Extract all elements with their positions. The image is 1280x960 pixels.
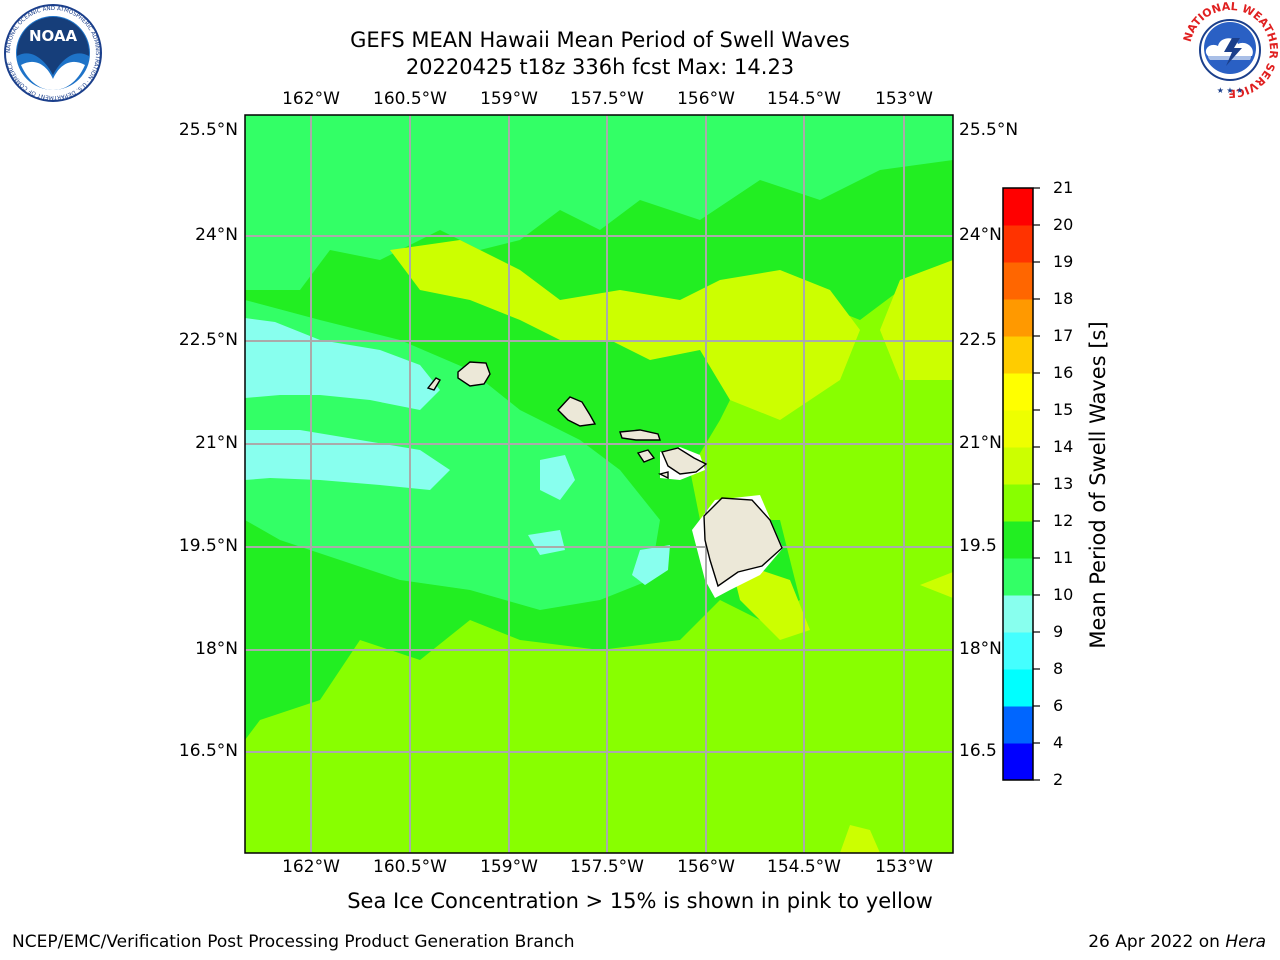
- map-subtitle: 20220425 t18z 336h fcst Max: 14.23: [405, 55, 795, 79]
- islands: [426, 361, 783, 588]
- lat-label-right: 24°N: [959, 225, 1002, 245]
- contour-10-11: [245, 115, 953, 290]
- lat-label-left: 16.5°N: [178, 741, 238, 761]
- colorbar-tick-label: 18: [1053, 289, 1074, 308]
- lon-label-bottom: 153°W: [875, 857, 933, 877]
- lat-label-left: 21°N: [195, 433, 238, 453]
- svg-text:★ ★ ★: ★ ★ ★: [1217, 86, 1244, 95]
- colorbar-tick-label: 9: [1053, 622, 1064, 641]
- colorbar-bin: [1003, 706, 1033, 744]
- colorbar-bin: [1003, 188, 1033, 226]
- colorbar-tick-label: 15: [1053, 400, 1074, 419]
- lon-label-top: 160.5°W: [373, 89, 447, 109]
- colorbar-bin: [1003, 225, 1033, 263]
- lon-label-bottom: 154.5°W: [767, 857, 841, 877]
- island-niihau: [426, 377, 441, 391]
- footer-credit: NCEP/EMC/Verification Post Processing Pr…: [12, 932, 575, 952]
- contour-9-10-e: [632, 545, 670, 585]
- colorbar-bin: [1003, 743, 1033, 781]
- lon-label-top: 159°W: [480, 89, 538, 109]
- island-lanai: [636, 449, 656, 463]
- island-oahu: [557, 396, 597, 427]
- colorbar-label: Mean Period of Swell Waves [s]: [1086, 321, 1110, 649]
- colorbar-bin: [1003, 484, 1033, 522]
- map-frame: [244, 114, 954, 854]
- colorbar: [1003, 187, 1040, 781]
- colorbar-tick-label: 10: [1053, 585, 1074, 604]
- colorbar-frame: [1002, 187, 1034, 781]
- colorbar-bin: [1003, 632, 1033, 670]
- contour-12-13-b: [880, 260, 953, 380]
- island-kauai: [457, 361, 491, 387]
- lon-label-bottom: 159°W: [480, 857, 538, 877]
- lon-label-top: 153°W: [875, 89, 933, 109]
- lat-label-left: 25.5°N: [178, 120, 238, 140]
- colorbar-tick-label: 16: [1053, 363, 1074, 382]
- lon-label-bottom: 156°W: [677, 857, 735, 877]
- lon-label-top: 157.5°W: [570, 89, 644, 109]
- lat-label-right: 19.5: [959, 536, 997, 556]
- island-maui: [661, 447, 708, 475]
- map-title: GEFS MEAN Hawaii Mean Period of Swell Wa…: [350, 28, 850, 52]
- lat-label-right: 22.5: [959, 330, 997, 350]
- lat-label-left: 18°N: [195, 639, 238, 659]
- colorbar-tick-label: 6: [1053, 696, 1064, 715]
- island-molokai: [619, 429, 661, 441]
- colorbar-tick-label: 21: [1053, 178, 1074, 197]
- contour-12-13-e: [920, 572, 953, 598]
- nws-logo: NATIONAL WEATHER SERVICE ★ ★ ★: [1181, 0, 1280, 100]
- lat-label-right: 25.5°N: [959, 120, 1019, 140]
- colorbar-tick-label: 8: [1053, 659, 1064, 678]
- lon-label-bottom: 157.5°W: [570, 857, 644, 877]
- colorbar-bin: [1003, 558, 1033, 596]
- graticule: [245, 115, 953, 853]
- lon-label-top: 162°W: [282, 89, 340, 109]
- colorbar-tick-label: 14: [1053, 437, 1074, 456]
- lon-label-top: 156°W: [677, 89, 735, 109]
- footer-date: 26 Apr 2022 on Hera: [1088, 932, 1266, 952]
- svg-text:NOAA: NOAA: [29, 27, 78, 45]
- colorbar-bin: [1003, 595, 1033, 633]
- colorbar-bin: [1003, 336, 1033, 374]
- colorbar-bin: [1003, 262, 1033, 300]
- colorbar-tick-label: 13: [1053, 474, 1074, 493]
- lat-label-right: 16.5: [959, 741, 997, 761]
- lon-label-bottom: 160.5°W: [373, 857, 447, 877]
- lat-label-left: 22.5°N: [178, 330, 238, 350]
- lat-label-left: 24°N: [195, 225, 238, 245]
- lon-label-bottom: 162°W: [282, 857, 340, 877]
- sea-ice-note: Sea Ice Concentration > 15% is shown in …: [347, 889, 933, 913]
- colorbar-tick-label: 17: [1053, 326, 1074, 345]
- contour-9-10-d: [528, 530, 565, 555]
- colorbar-tick-label: 12: [1053, 511, 1074, 530]
- colorbar-tick-label: 4: [1053, 733, 1064, 752]
- colorbar-bin: [1003, 447, 1033, 485]
- colorbar-bin: [1003, 410, 1033, 448]
- lon-label-top: 154.5°W: [767, 89, 841, 109]
- colorbar-tick-label: 19: [1053, 252, 1074, 271]
- footer-host: Hera: [1225, 932, 1266, 952]
- lat-label-left: 19.5°N: [178, 536, 238, 556]
- island-hawaii: [703, 497, 783, 588]
- colorbar-bin: [1003, 299, 1033, 337]
- colorbar-bin: [1003, 373, 1033, 411]
- colorbar-tick-label: 20: [1053, 215, 1074, 234]
- swell-period-field: [245, 115, 953, 853]
- contour-12-13: [390, 240, 860, 420]
- noaa-logo: NOAA NATIONAL OCEANIC AND ATMOSPHERIC AD…: [4, 4, 102, 102]
- colorbar-bin: [1003, 521, 1033, 559]
- contour-9-10-c: [540, 455, 575, 500]
- lat-label-right: 21°N: [959, 433, 1002, 453]
- contour-12-13-d: [840, 825, 880, 853]
- colorbar-tick-label: 11: [1053, 548, 1074, 567]
- island-kahoolawe: [657, 471, 669, 480]
- lat-label-right: 18°N: [959, 639, 1002, 659]
- colorbar-tick-label: 2: [1053, 770, 1064, 789]
- colorbar-bin: [1003, 669, 1033, 707]
